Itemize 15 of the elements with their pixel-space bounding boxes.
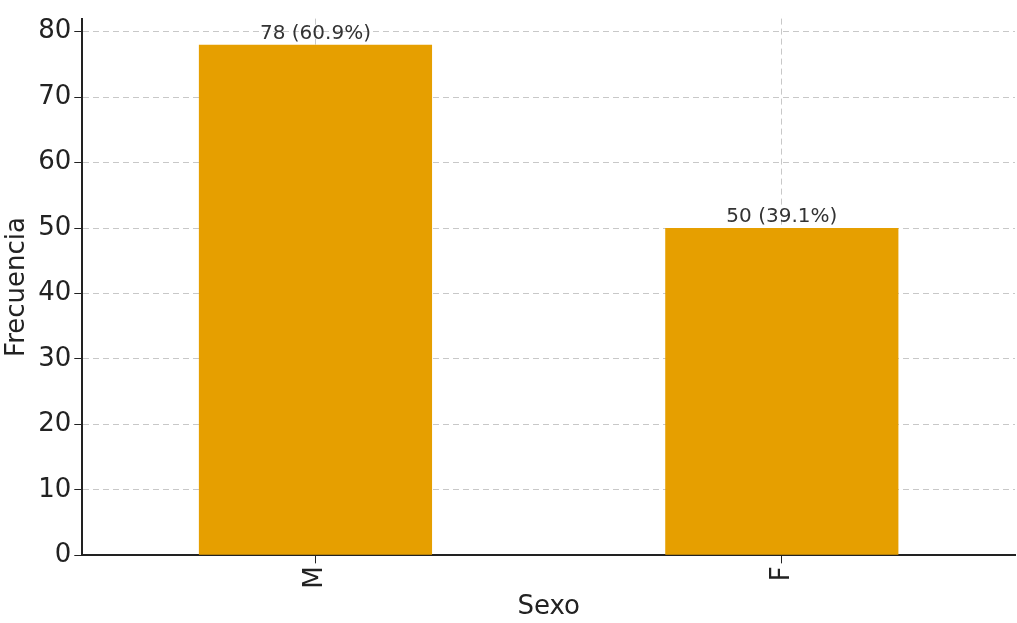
x-axis-title: Sexo <box>517 590 580 621</box>
y-tick-label: 10 <box>38 472 72 503</box>
y-tick-label: 0 <box>54 538 72 569</box>
y-tick-label: 80 <box>38 14 72 45</box>
y-tick-label: 70 <box>38 79 72 110</box>
data-label: 50 (39.1%) <box>726 203 838 228</box>
y-tick-label: 60 <box>38 145 72 176</box>
y-tick-label: 50 <box>38 210 72 241</box>
x-tick-label: M <box>298 566 329 589</box>
y-tick-label: 40 <box>38 276 72 307</box>
y-tick-label: 20 <box>38 407 72 438</box>
x-tick-label: F <box>764 566 795 582</box>
y-axis-title: Frecuencia <box>0 217 31 357</box>
y-tick-label: 30 <box>38 341 72 372</box>
data-label: 78 (60.9%) <box>259 19 371 44</box>
